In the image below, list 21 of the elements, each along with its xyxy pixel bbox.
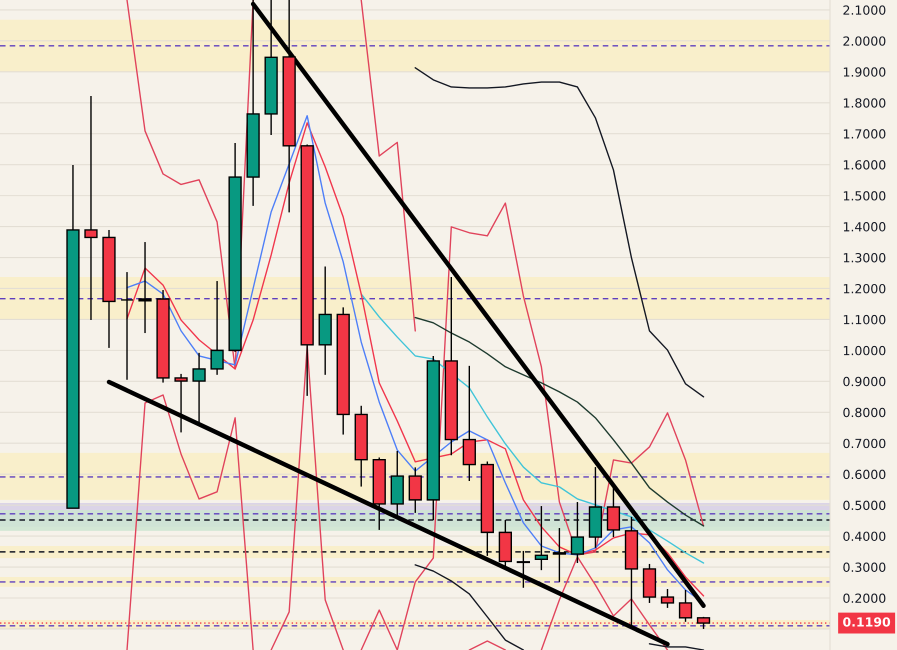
y-tick-label: 0.8000 [843, 408, 886, 418]
y-tick-label: 1.6000 [844, 160, 886, 170]
y-tick-label: 1.4000 [844, 222, 886, 232]
y-tick-label: 1.8000 [844, 98, 886, 108]
y-tick-label: 2.1000 [843, 5, 886, 15]
y-tick-label: 0.5000 [843, 500, 886, 510]
y-tick-label: 0.9000 [843, 376, 886, 386]
y-tick-label: 1.3000 [844, 252, 886, 262]
y-tick-label: 1.1000 [844, 314, 886, 324]
y-tick-label: 0.4000 [843, 532, 886, 542]
y-tick-label: 1.2000 [844, 284, 886, 294]
y-tick-label: 0.3000 [843, 562, 886, 572]
y-tick-label: 1.7000 [844, 129, 886, 139]
y-tick-label: 1.0000 [844, 346, 886, 356]
y-tick-label: 0.7000 [843, 438, 886, 448]
y-tick-label: 1.5000 [844, 191, 886, 201]
ref-line-label: 0.1190 [843, 617, 890, 627]
y-tick-label: 0.6000 [843, 470, 886, 480]
y-tick-label: 1.9000 [844, 67, 886, 77]
y-tick-label: 2.0000 [843, 36, 886, 46]
y-tick-label: 0.2000 [843, 593, 886, 603]
